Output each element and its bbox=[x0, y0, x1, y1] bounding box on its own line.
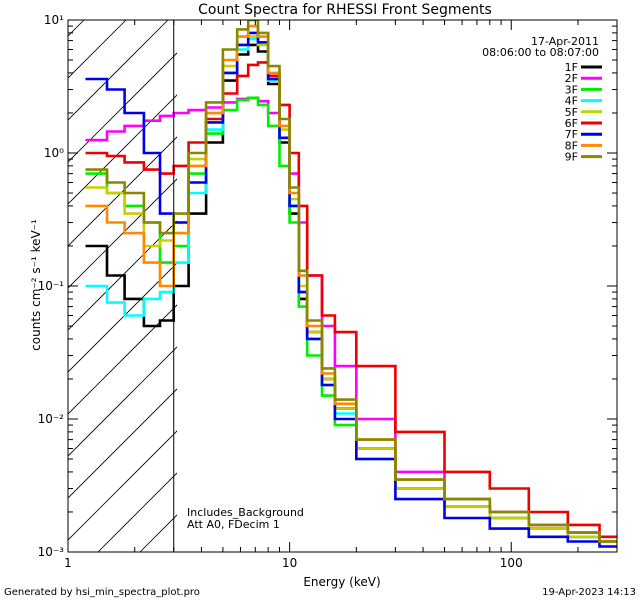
legend-label-9f: 9F bbox=[565, 151, 578, 164]
hatch-line bbox=[68, 20, 169, 121]
x-tick-label: 1 bbox=[64, 556, 72, 570]
x-tick-label: 10 bbox=[282, 556, 297, 570]
hatch-line bbox=[68, 94, 177, 205]
annotation-background: Includes_Background bbox=[187, 506, 304, 519]
series-line-4f bbox=[85, 37, 617, 543]
legend-label-7f: 7F bbox=[565, 128, 578, 141]
series-line-5f bbox=[85, 35, 617, 543]
hatch-line bbox=[68, 262, 177, 373]
x-axis-label: Energy (keV) bbox=[303, 575, 380, 589]
y-tick-label: 10⁻³ bbox=[38, 545, 65, 559]
hatch-line bbox=[68, 52, 177, 163]
legend-label-4f: 4F bbox=[565, 95, 578, 108]
legend-label-3f: 3F bbox=[565, 83, 578, 96]
plot-frame bbox=[67, 19, 618, 553]
y-tick-label: 10¹ bbox=[44, 13, 64, 27]
legend-label-8f: 8F bbox=[565, 139, 578, 152]
date-label: 17-Apr-2011 bbox=[531, 35, 599, 48]
series-layer bbox=[85, 20, 617, 548]
y-tick-label: 10⁻¹ bbox=[38, 279, 65, 293]
legend-label-6f: 6F bbox=[565, 117, 578, 130]
series-line-9f bbox=[85, 20, 617, 543]
hatch-line bbox=[68, 388, 177, 499]
y-tick-label: 10⁻² bbox=[38, 412, 65, 426]
axis-layer: 1 10 100 10¹ 10⁰ 10⁻¹ 10⁻² 10⁻³ bbox=[38, 13, 618, 570]
hatch-line bbox=[68, 430, 177, 541]
time-range-label: 08:06:00 to 08:07:00 bbox=[482, 46, 599, 59]
footer-timestamp: 19-Apr-2023 14:13 bbox=[542, 587, 636, 598]
annotation-attenuator: Att A0, FDecim 1 bbox=[187, 518, 280, 531]
legend-label-5f: 5F bbox=[565, 106, 578, 119]
footer-generated-by: Generated by hsi_min_spectra_plot.pro bbox=[4, 587, 200, 598]
x-tick-label: 100 bbox=[500, 556, 523, 570]
series-line-6f bbox=[85, 61, 617, 539]
y-axis-label: counts cm⁻² s⁻¹ keV⁻¹ bbox=[29, 219, 43, 351]
y-tick-label: 10⁰ bbox=[44, 146, 64, 160]
legend-label-2f: 2F bbox=[565, 72, 578, 85]
hatch-line bbox=[68, 220, 177, 331]
chart-title: Count Spectra for RHESSI Front Segments bbox=[198, 2, 492, 18]
series-line-8f bbox=[85, 24, 617, 543]
series-line-7f bbox=[85, 31, 617, 548]
legend-label-1f: 1F bbox=[565, 61, 578, 74]
